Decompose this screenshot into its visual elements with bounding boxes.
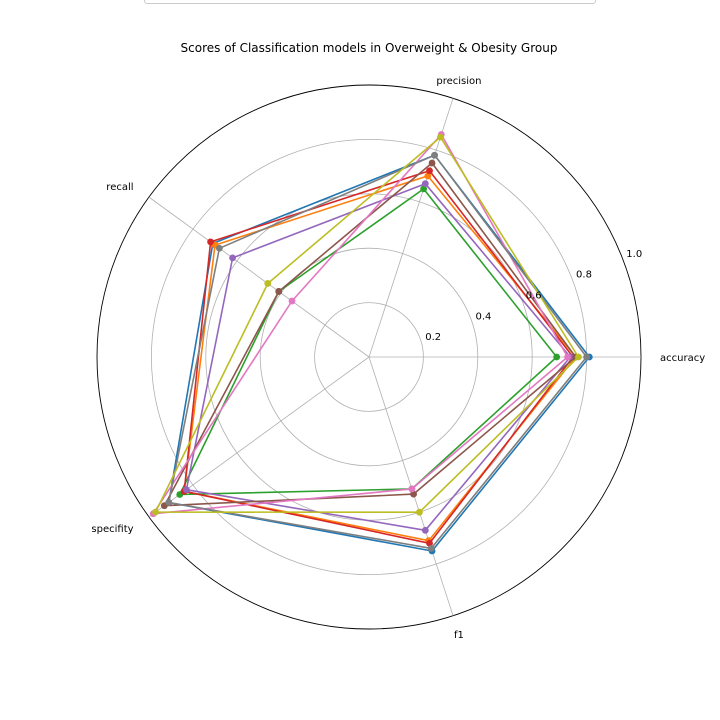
radial-tick-label-0.8: 0.8 <box>576 270 592 281</box>
series-7-point-accuracy <box>564 353 571 361</box>
series-5-point-precision <box>421 180 429 188</box>
series-9-point-f1 <box>416 508 423 516</box>
series-8-point-accuracy <box>583 353 590 361</box>
series-6-point-precision <box>428 159 436 167</box>
radial-tick-label-0.6: 0.6 <box>526 291 542 302</box>
chart-title: Scores of Classification models in Overw… <box>181 41 558 55</box>
series-2-point-precision <box>424 172 432 180</box>
series-5-point-recall <box>229 254 236 262</box>
series-3-point-accuracy <box>553 353 561 361</box>
series-8-point-precision <box>431 151 438 159</box>
series-4-point-f1 <box>426 539 433 547</box>
series-6-point-f1 <box>410 490 417 498</box>
series-4-point-precision <box>426 167 433 175</box>
series-line-8 <box>168 154 588 550</box>
axis-label-precision: precision <box>436 76 481 87</box>
axis-label-recall: recall <box>106 182 133 193</box>
series-5-point-specifity <box>182 486 190 494</box>
series-line-2 <box>183 175 577 542</box>
series-line-3 <box>179 188 558 496</box>
axis-label-accuracy: accuracy <box>660 353 705 364</box>
series-9-point-specifity <box>152 508 159 516</box>
series-6-point-recall <box>275 288 283 295</box>
series-line-5 <box>185 182 572 532</box>
radial-tick-label-0.4: 0.4 <box>476 311 492 322</box>
series-7-point-f1 <box>408 485 416 493</box>
series-line-6 <box>163 162 577 507</box>
radial-tick-label-0.2: 0.2 <box>425 332 441 343</box>
series-7-point-recall <box>288 297 296 305</box>
series-line-9 <box>154 136 580 514</box>
spoke-precision <box>368 98 454 358</box>
series-4-point-recall <box>207 238 214 246</box>
series-5-point-f1 <box>421 526 429 534</box>
radar-series <box>149 131 593 555</box>
spoke-recall <box>148 196 370 358</box>
radar-labels: 0.2 0.4 0.6 0.8 1.0 accuracy precision recall sp… <box>91 76 705 641</box>
series-9-point-recall <box>264 280 272 287</box>
radial-tick-label-1.0: 1.0 <box>626 249 642 260</box>
series-line-4 <box>183 169 574 545</box>
legend-box <box>144 0 596 4</box>
series-9-point-accuracy <box>575 353 582 361</box>
axis-label-f1: f1 <box>454 630 464 641</box>
series-3-point-precision <box>420 185 428 193</box>
series-9-point-precision <box>437 133 444 141</box>
series-8-point-specifity <box>165 499 173 506</box>
series-8-point-f1 <box>427 545 435 552</box>
axis-label-specifity: specifity <box>91 524 133 535</box>
series-8-point-recall <box>215 244 223 252</box>
